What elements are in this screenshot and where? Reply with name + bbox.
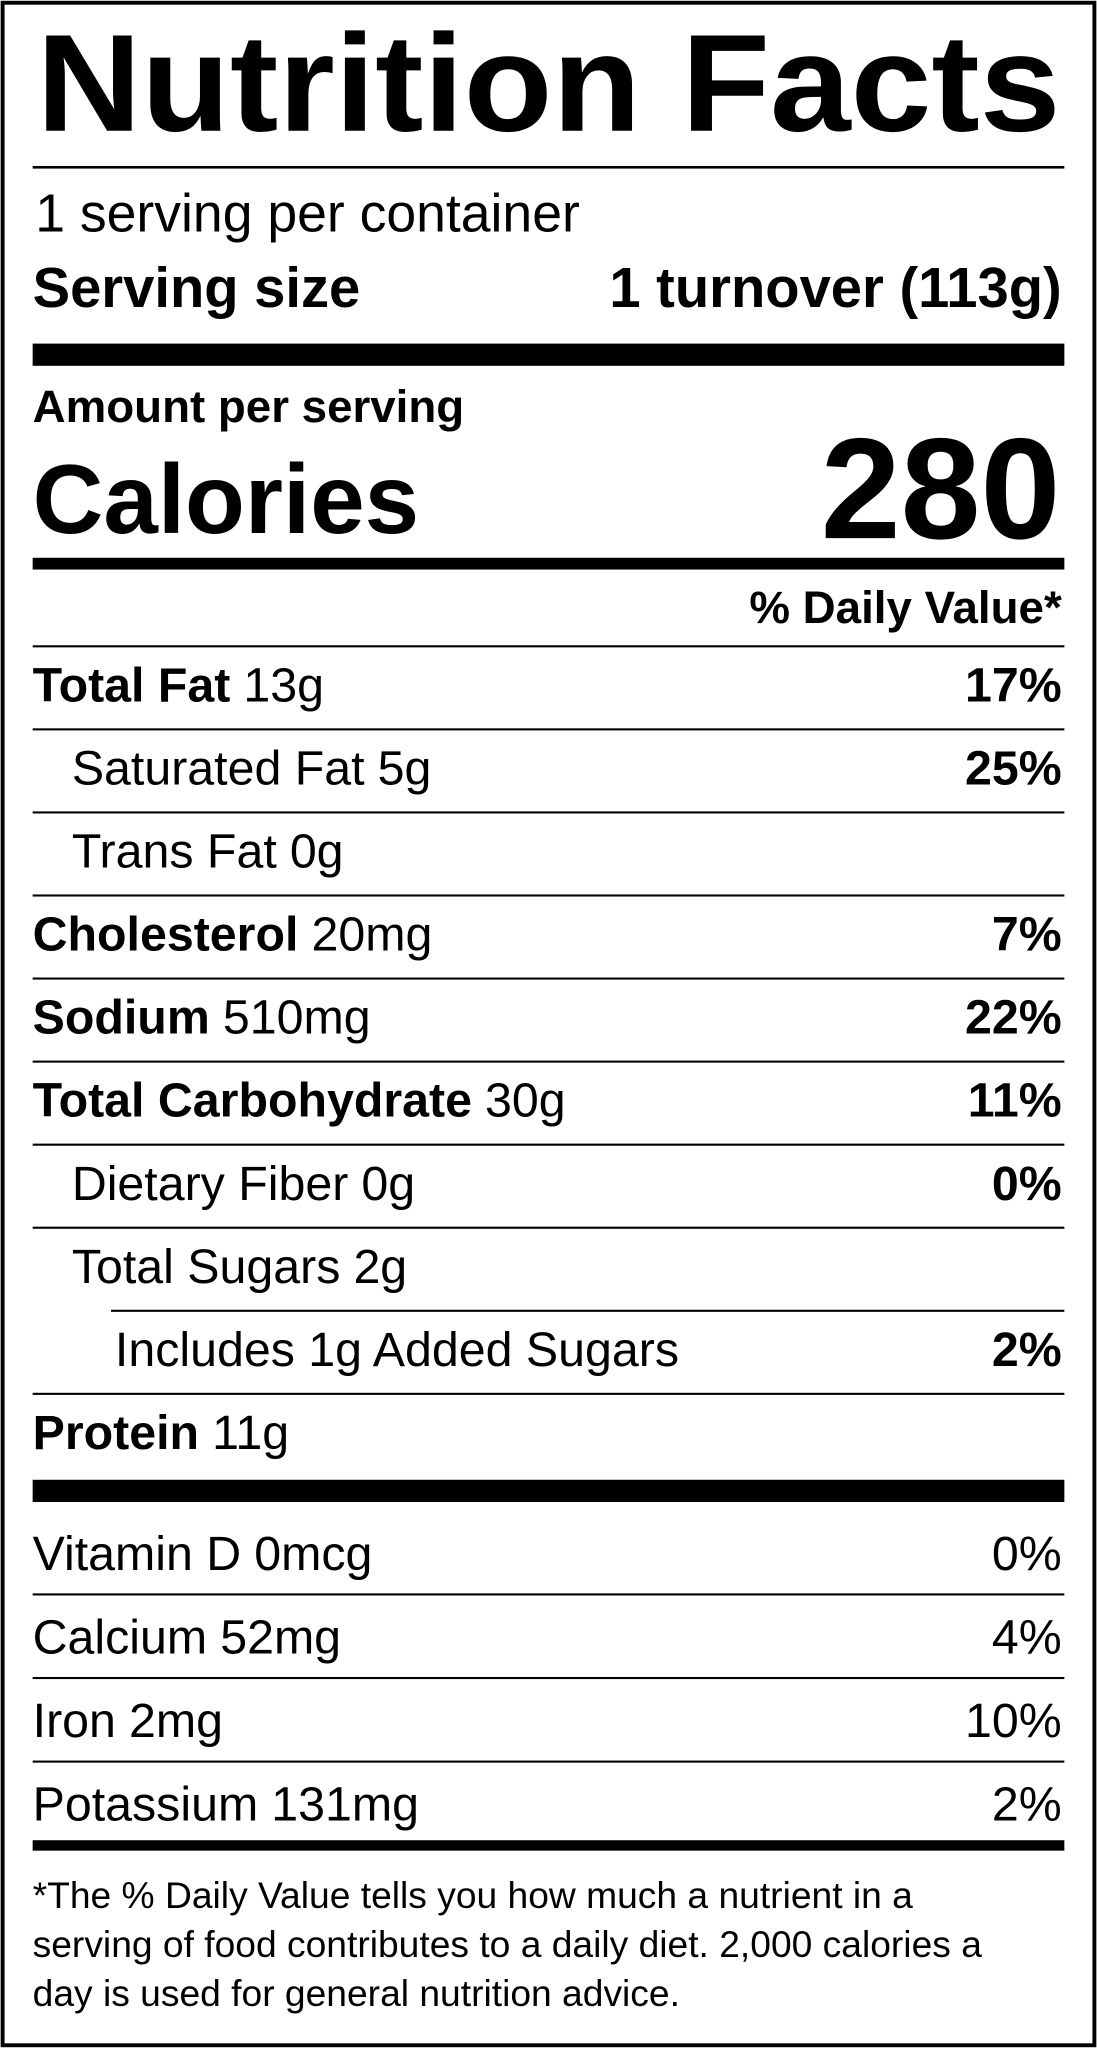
footnote-line: day is used for general nutrition advice…: [33, 1972, 680, 2014]
serving-size: 1 turnover (113g): [609, 256, 1061, 319]
nutrient-amount: 510mg: [223, 991, 371, 1045]
medium-bar: [32, 557, 1065, 570]
serving-size-label: Serving size: [33, 256, 361, 319]
nutrient-amount: 30g: [485, 1074, 566, 1128]
nutrient-name: Saturated Fat: [72, 741, 365, 795]
row-divider: [32, 1593, 1065, 1596]
thick-bar: [32, 343, 1065, 366]
vitamin-name: Vitamin D: [33, 1527, 242, 1581]
nutrient-amount: 0g: [290, 825, 344, 879]
vitamin-amount: 131mg: [271, 1778, 419, 1832]
daily-value: 0%: [992, 1157, 1062, 1211]
nutrient-amount: 13g: [243, 658, 324, 712]
vitamin-dv: 4%: [992, 1610, 1062, 1664]
nutrient: Cholesterol 20mg: [33, 908, 433, 962]
vitamin-name: Iron: [33, 1694, 116, 1748]
nutrient-amount: 20mg: [311, 908, 432, 962]
daily-value: 7%: [992, 908, 1062, 962]
nutrient-amount: 0g: [361, 1157, 415, 1211]
divider: [32, 165, 1065, 169]
row-divider: [32, 894, 1065, 897]
vitamin: Iron 2mg: [33, 1694, 223, 1748]
row-divider: [32, 811, 1065, 814]
row-divider: [111, 1309, 1065, 1312]
nutrient-name: Dietary Fiber: [72, 1157, 349, 1211]
row-divider: [32, 1060, 1065, 1063]
daily-value: 17%: [965, 658, 1062, 712]
daily-value: 11%: [968, 1074, 1062, 1128]
nutrient-name: Protein: [33, 1406, 199, 1460]
nutrient: Protein 11g: [33, 1406, 290, 1460]
nutrient: Includes 1g Added Sugars: [115, 1323, 679, 1377]
vitamin: Vitamin D 0mcg: [33, 1527, 373, 1581]
amount-per-serving: Amount per serving: [33, 381, 465, 432]
nutrient: Total Sugars 2g: [72, 1240, 407, 1294]
nutrient: Total Carbohydrate 30g: [33, 1074, 566, 1128]
vitamin-dv: 2%: [992, 1778, 1062, 1832]
vitamin-name: Potassium: [33, 1778, 259, 1832]
nutrient-name: Cholesterol: [33, 908, 299, 962]
row-divider: [32, 1143, 1065, 1146]
row-divider: [32, 1760, 1065, 1763]
nutrient-name: Trans Fat: [72, 825, 278, 879]
nutrient-name: Includes 1g Added Sugars: [115, 1323, 679, 1377]
thick-bar: [32, 1479, 1065, 1502]
vitamin-amount: 0mcg: [254, 1527, 372, 1581]
nutrient-rows: Total Fat 13g 17% Saturated Fat 5g 25% Trans F…: [32, 645, 1065, 2014]
row-divider: [32, 1676, 1065, 1680]
nutrient: Trans Fat 0g: [72, 825, 344, 879]
calories-label: Calories: [33, 444, 419, 554]
nutrient-name: Sodium: [33, 991, 210, 1045]
row-divider: [32, 728, 1065, 731]
vitamin: Potassium 131mg: [33, 1778, 419, 1832]
daily-value-header: % Daily Value*: [749, 582, 1062, 633]
vitamin-name: Calcium: [33, 1610, 208, 1664]
row-divider: [32, 1226, 1065, 1229]
vitamin: Calcium 52mg: [33, 1610, 341, 1664]
nutrient-amount: 11g: [212, 1406, 289, 1460]
vitamin-amount: 2mg: [129, 1694, 223, 1748]
title: Nutrition Facts: [37, 7, 1061, 161]
nutrient: Total Fat 13g: [33, 658, 324, 712]
medium-bar: [32, 1840, 1065, 1851]
row-divider: [32, 977, 1065, 980]
nutrient: Dietary Fiber 0g: [72, 1157, 415, 1211]
daily-value: 22%: [965, 991, 1062, 1045]
nutrient-name: Total Fat: [33, 658, 231, 712]
nutrient: Sodium 510mg: [33, 991, 371, 1045]
daily-value: 2%: [992, 1323, 1062, 1377]
vitamin-dv: 0%: [992, 1527, 1062, 1581]
daily-value: 25%: [965, 741, 1062, 795]
calories-value: 280: [821, 409, 1061, 569]
nutrient-amount: 5g: [378, 741, 432, 795]
servings: 1 serving per container: [35, 184, 580, 243]
nutrient-amount: 2g: [353, 1240, 407, 1294]
nutrient: Saturated Fat 5g: [72, 741, 432, 795]
footnote-line: serving of food contributes to a daily d…: [33, 1923, 983, 1965]
nutrient-name: Total Sugars: [72, 1240, 341, 1294]
nutrient-name: Total Carbohydrate: [33, 1074, 472, 1128]
vitamin-amount: 52mg: [220, 1610, 341, 1664]
footnote-line: *The % Daily Value tells you how much a …: [33, 1874, 914, 1916]
vitamin-dv: 10%: [965, 1694, 1062, 1748]
row-divider: [32, 645, 1065, 648]
row-divider: [32, 1392, 1065, 1395]
